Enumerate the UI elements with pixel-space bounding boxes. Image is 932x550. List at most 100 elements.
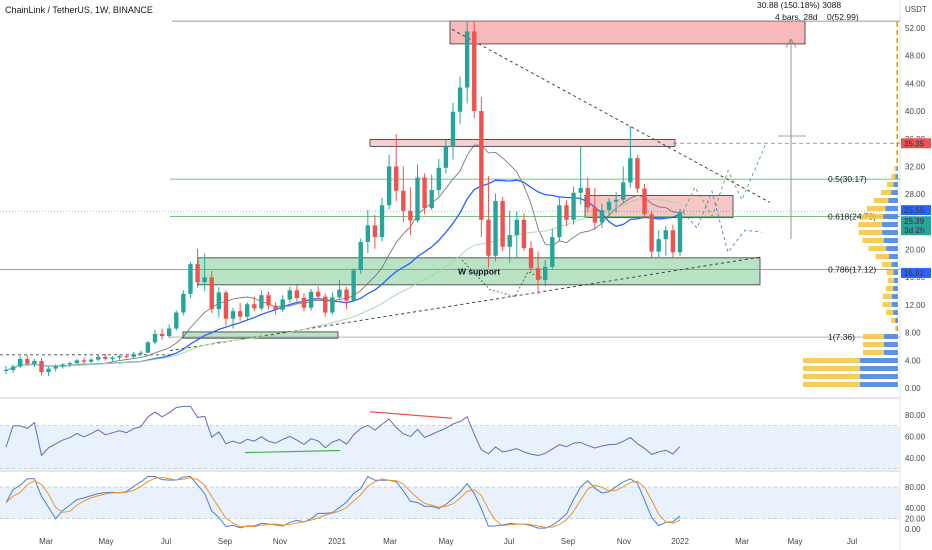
- volume-profile-sell: [893, 270, 898, 275]
- candle: [230, 311, 236, 319]
- volume-profile-sell: [886, 246, 898, 251]
- candle: [429, 190, 434, 208]
- candle: [514, 219, 520, 235]
- volume-profile-buy: [886, 270, 894, 275]
- base-zone: [182, 331, 339, 339]
- time-tick: Nov: [273, 537, 287, 546]
- volume-profile-sell: [884, 350, 898, 355]
- volume-profile-buy: [895, 326, 897, 331]
- volume-profile-buy: [896, 150, 898, 155]
- candle: [386, 166, 392, 206]
- volume-profile-sell: [897, 86, 898, 91]
- candle: [25, 358, 30, 364]
- volume-profile-buy: [861, 214, 884, 219]
- candle: [124, 356, 129, 358]
- stoch-d-line: [5, 477, 681, 528]
- price-tick: 48.00: [905, 52, 926, 61]
- time-tick: Sep: [561, 537, 576, 546]
- volume-profile-sell: [897, 134, 898, 139]
- fib-zero-label: 0(52.99): [827, 12, 859, 22]
- volume-profile-buy: [868, 246, 887, 251]
- price-tick: 40.00: [905, 107, 926, 116]
- candle: [521, 219, 527, 249]
- rsi-bear-divergence: [369, 411, 453, 419]
- candle: [245, 304, 250, 317]
- price-pane[interactable]: 0.5(30.17) 0.618(24.79) 0.786(17.12) 1(7.36…: [0, 20, 900, 387]
- candle: [500, 201, 505, 247]
- candle: [450, 111, 456, 147]
- candle: [131, 354, 136, 357]
- measure-arrowhead: [785, 38, 797, 48]
- candle: [372, 225, 378, 238]
- candle: [621, 182, 626, 200]
- rsi-tick: 80.00: [905, 411, 926, 420]
- volume-profile-sell: [883, 238, 898, 243]
- volume-profile-sell: [893, 286, 898, 291]
- volume-profile-sell: [897, 78, 898, 83]
- price-tag: 16.62: [904, 269, 925, 278]
- measure-bars: 4 bars, 28d: [775, 12, 818, 22]
- volume-profile-buy: [863, 350, 884, 355]
- volume-profile-buy: [803, 366, 860, 371]
- candle: [53, 366, 58, 369]
- stoch-rsi-pane[interactable]: [0, 475, 900, 529]
- candle: [543, 266, 548, 280]
- time-tick: 2021: [328, 537, 346, 546]
- w-pattern-line: [461, 259, 547, 298]
- candle: [344, 289, 349, 301]
- volume-profile-buy: [896, 86, 898, 91]
- candle: [479, 111, 484, 220]
- rsi-pane[interactable]: [0, 405, 900, 470]
- time-tick: 2022: [671, 537, 689, 546]
- candle: [10, 366, 16, 370]
- candle: [628, 158, 633, 183]
- candle: [457, 87, 463, 112]
- price-tag-bg: [901, 138, 931, 149]
- volume-profile-buy: [882, 302, 892, 307]
- volume-profile-buy: [891, 174, 896, 179]
- volume-profile-buy: [891, 318, 896, 323]
- candle: [294, 290, 300, 298]
- candle: [266, 295, 271, 306]
- price-tag: 3d 2h: [904, 226, 925, 235]
- candle: [110, 357, 115, 359]
- volume-profile-sell: [884, 334, 898, 339]
- price-tag: 25.55: [904, 206, 925, 215]
- candle: [301, 298, 307, 308]
- candle: [32, 361, 37, 364]
- time-tick: May: [787, 537, 802, 546]
- volume-profile-buy: [862, 238, 884, 243]
- volume-profile-sell: [896, 326, 898, 331]
- stoch-tick: 40.00: [905, 504, 926, 513]
- volume-profile-buy: [882, 294, 892, 299]
- candle: [337, 289, 342, 298]
- candle: [379, 205, 385, 238]
- candle: [592, 207, 598, 223]
- rsi-band: [0, 425, 900, 469]
- w-support-label: W support: [458, 266, 500, 276]
- time-tick: May: [98, 537, 113, 546]
- currency-label[interactable]: USDT: [905, 5, 927, 14]
- price-tick: 8.00: [905, 329, 921, 338]
- volume-profile-buy: [896, 110, 898, 115]
- volume-profile-sell: [897, 126, 898, 131]
- candle: [39, 361, 44, 373]
- candle: [330, 297, 335, 313]
- candle: [535, 268, 541, 280]
- price-tick: 28.00: [905, 190, 926, 199]
- candle: [422, 177, 427, 208]
- price-tag-bg: [901, 205, 931, 216]
- candle: [181, 293, 186, 313]
- volume-profile-sell: [895, 174, 898, 179]
- candle: [408, 210, 413, 221]
- volume-profile-buy: [896, 46, 898, 51]
- stoch-tick: 80.00: [905, 483, 926, 492]
- downtrend-line: [451, 28, 771, 203]
- volume-profile-sell: [860, 358, 898, 363]
- volume-profile-buy: [803, 382, 860, 387]
- candle: [67, 363, 73, 365]
- candle: [351, 270, 356, 301]
- candle: [159, 334, 165, 337]
- volume-profile-buy: [886, 182, 894, 187]
